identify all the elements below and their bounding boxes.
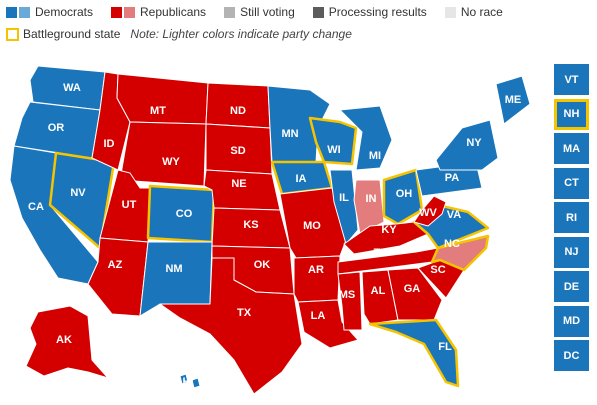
state-ny[interactable] [435,119,499,171]
state-wy[interactable] [119,121,207,187]
still-voting-swatch [224,6,236,18]
state-label-mn: MN [281,128,298,140]
state-label-ky: KY [381,224,397,236]
state-label-nv: NV [70,187,86,199]
state-label-la: LA [311,310,326,322]
state-label-wv: WV [419,207,437,219]
state-label-ar: AR [308,264,324,276]
state-label-nm: NM [165,263,182,275]
state-label-ut: UT [122,199,137,211]
state-label-ga: GA [404,283,421,295]
legend-still-voting: Still voting [224,5,295,19]
state-label-co: CO [176,208,193,220]
state-ne[interactable] [203,169,281,211]
state-label-ms: MS [339,289,356,301]
state-label-wy: WY [162,156,180,168]
state-label-ok: OK [254,259,271,271]
state-label-ks: KS [243,219,258,231]
state-label-hi: HI [183,376,194,388]
state-label-nd: ND [230,105,246,117]
state-label-ca: CA [28,201,44,213]
state-wv[interactable] [413,195,447,227]
state-il[interactable] [329,169,359,245]
legend-no-race-label: No race [460,5,503,19]
state-label-ak: AK [56,334,72,346]
state-label-wi: WI [327,144,340,156]
legend-republicans: Republicans [111,5,206,19]
sidebar-state-ri[interactable]: RI [554,202,589,233]
state-label-wa: WA [63,82,81,94]
state-ar[interactable] [293,255,341,303]
state-hi[interactable] [179,373,201,389]
state-az[interactable] [87,237,149,317]
legend-no-race: No race [444,5,503,19]
legend-row-parties: Democrats Republicans Still voting Proce… [6,4,521,20]
processing-swatch [312,6,324,18]
state-label-sc: SC [430,264,445,276]
state-label-ny: NY [466,137,482,149]
state-mi[interactable] [339,105,393,171]
state-ak[interactable] [25,305,109,379]
state-label-mo: MO [303,220,321,232]
state-label-or: OR [48,122,65,134]
state-label-nc: NC [444,238,460,250]
state-ga[interactable] [387,267,443,321]
state-label-tx: TX [237,307,252,319]
sidebar-state-ct[interactable]: CT [554,167,589,199]
legend-democrats: Democrats [6,5,93,19]
state-label-az: AZ [108,259,123,271]
state-label-al: AL [371,285,386,297]
us-map: WA OR CA NV ID MT WY UT AZ CO NM ND SD NE KS OK TX MN IA MO… [9,65,531,395]
dem-swatch [6,6,17,18]
state-label-pa: PA [445,172,460,184]
dem-light-swatch [19,6,30,18]
rep-light-swatch [124,6,136,18]
sidebar-state-md[interactable]: MD [554,305,589,337]
legend-processing-label: Processing results [328,5,427,19]
legend-battleground-label: Battleground state [23,27,121,41]
state-label-oh: OH [396,188,413,200]
state-label-tn: TN [374,247,389,259]
state-me[interactable] [495,75,531,125]
state-oh[interactable] [382,168,424,226]
state-label-sd: SD [230,145,245,157]
sidebar-state-ma[interactable]: MA [554,133,589,164]
sidebar-state-nj[interactable]: NJ [554,236,589,268]
legend-still-voting-label: Still voting [240,5,295,19]
no-race-swatch [444,6,456,18]
state-fl[interactable] [368,318,460,388]
sidebar-state-de[interactable]: DE [554,271,589,302]
legend-row-battleground: Battleground state Note: Lighter colors … [6,26,352,42]
sidebar-state-nh[interactable]: NH [554,98,589,130]
state-label-va: VA [447,209,462,221]
state-label-mi: MI [369,150,381,162]
state-label-in: IN [366,193,377,205]
rep-swatch [111,6,123,18]
state-label-id: ID [104,138,115,150]
state-ms[interactable] [337,271,363,331]
state-label-ia: IA [296,173,307,185]
legend-processing: Processing results [312,5,427,19]
sidebar-state-vt[interactable]: VT [554,64,589,95]
state-tx[interactable] [159,257,303,395]
state-la[interactable] [297,299,359,349]
state-wi[interactable] [308,116,358,166]
state-label-ne: NE [231,178,246,190]
state-label-fl: FL [438,341,452,353]
sidebar-state-dc[interactable]: DC [554,340,589,371]
battleground-swatch [6,27,19,41]
legend-democrats-label: Democrats [35,5,94,19]
state-label-mt: MT [150,105,166,117]
legend-republicans-label: Republicans [140,5,207,19]
legend-note: Note: Lighter colors indicate party chan… [130,27,352,41]
state-label-il: IL [339,192,349,204]
legend: Democrats Republicans Still voting Proce… [6,4,591,44]
state-label-me: ME [505,94,522,106]
